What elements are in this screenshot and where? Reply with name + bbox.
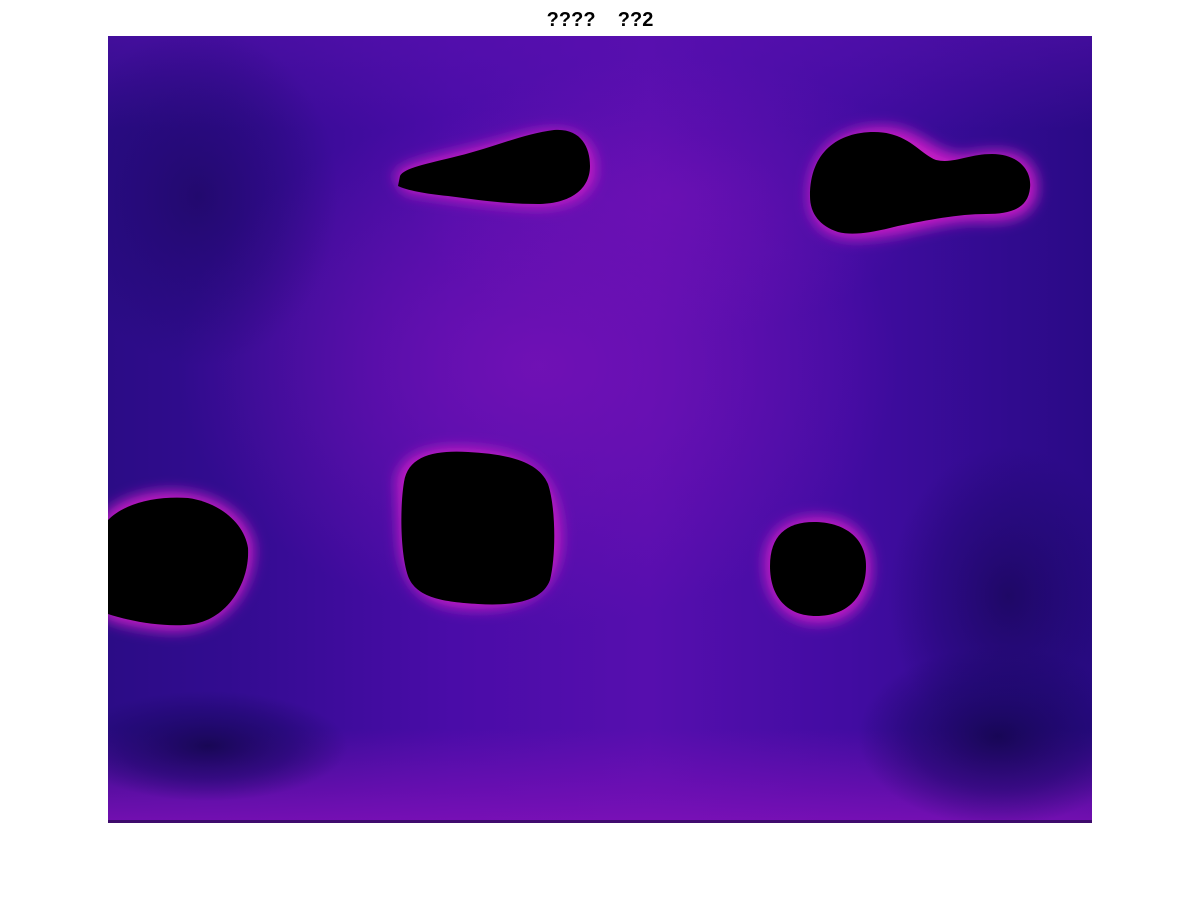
dark-region-top-left	[108, 36, 338, 366]
thermal-image	[108, 36, 1092, 823]
hole-square	[401, 451, 555, 605]
hole-small-round	[770, 522, 866, 616]
hole-dumbbell	[810, 132, 1031, 234]
dark-region-bottom-left	[108, 691, 348, 801]
figure-title: ???? ??2	[546, 9, 654, 31]
dark-region-right	[888, 446, 1092, 746]
bottom-edge	[108, 820, 1092, 823]
hole-left-edge	[108, 497, 249, 626]
hole-teardrop	[398, 129, 590, 204]
